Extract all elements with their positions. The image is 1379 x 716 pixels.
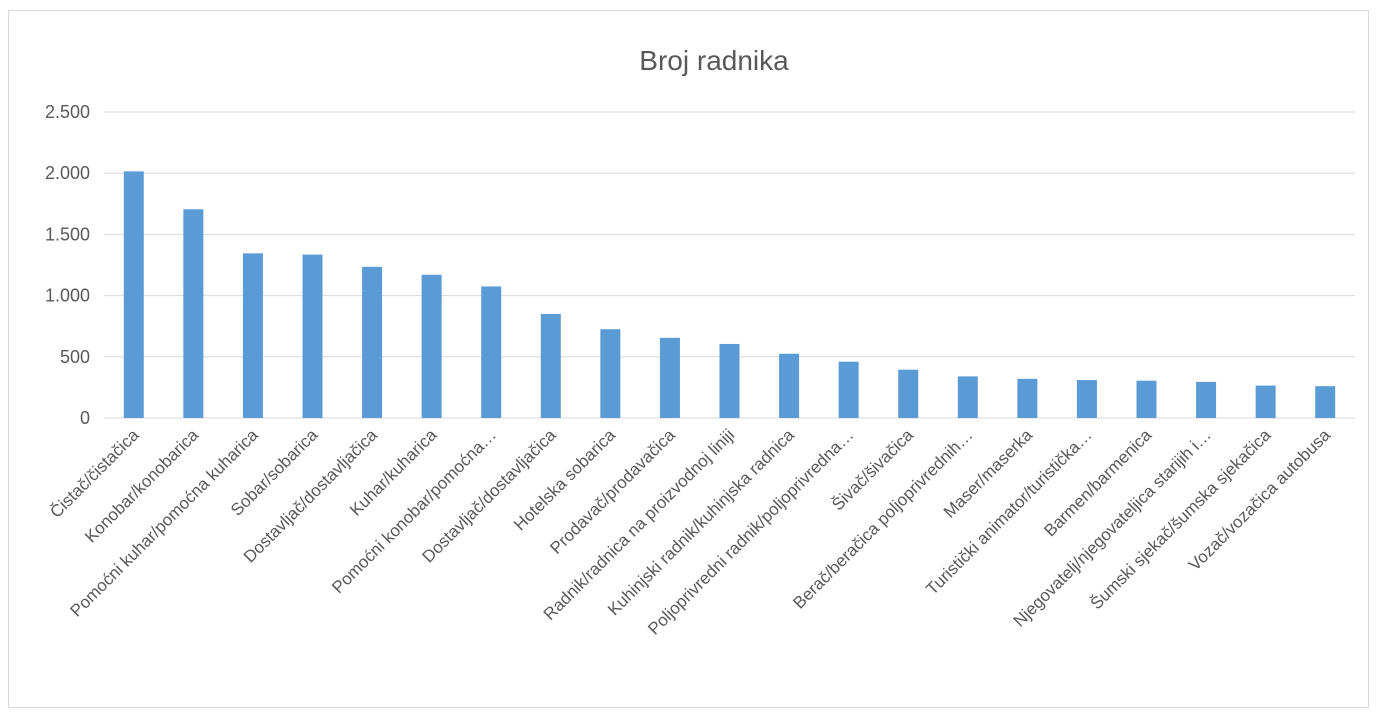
chart-frame xyxy=(8,10,1369,708)
bar xyxy=(242,253,263,418)
bar xyxy=(1017,378,1038,418)
x-tick-label: Poljoprivredni radnik/poljoprivredna… xyxy=(644,425,857,638)
bar xyxy=(123,171,144,418)
bar xyxy=(1076,380,1097,418)
bar xyxy=(1255,385,1276,418)
chart-title: Broj radnika xyxy=(639,45,789,76)
y-tick-label: 0 xyxy=(80,408,90,428)
bar xyxy=(898,369,919,418)
y-tick-label: 2.500 xyxy=(45,102,90,122)
x-tick-label: Hotelska sobarica xyxy=(510,425,619,534)
bar xyxy=(421,274,442,418)
x-tick-label: Konobar/konobarica xyxy=(81,425,202,546)
bars xyxy=(123,171,1336,418)
x-tick-label: Barmen/barmenica xyxy=(1040,425,1155,540)
y-tick-label: 500 xyxy=(60,347,90,367)
bar xyxy=(481,286,502,418)
bar xyxy=(1196,381,1217,418)
bar xyxy=(1136,380,1157,418)
bar xyxy=(838,361,859,418)
bar xyxy=(600,329,621,418)
y-tick-label: 2.000 xyxy=(45,163,90,183)
bar xyxy=(362,266,383,418)
y-tick-label: 1.000 xyxy=(45,286,90,306)
bar xyxy=(183,209,204,418)
bar xyxy=(540,313,561,418)
y-tick-label: 1.500 xyxy=(45,224,90,244)
bar xyxy=(719,343,740,418)
bar xyxy=(779,353,800,418)
bar xyxy=(1315,386,1336,418)
y-axis-ticks: 0 500 1.000 1.500 2.000 2.500 xyxy=(45,102,90,428)
bar xyxy=(957,376,978,418)
x-axis-ticks: Čistač/čistačicaKonobar/konobaricaPomoćn… xyxy=(46,425,1334,639)
bar xyxy=(659,337,680,418)
bar xyxy=(302,254,323,418)
